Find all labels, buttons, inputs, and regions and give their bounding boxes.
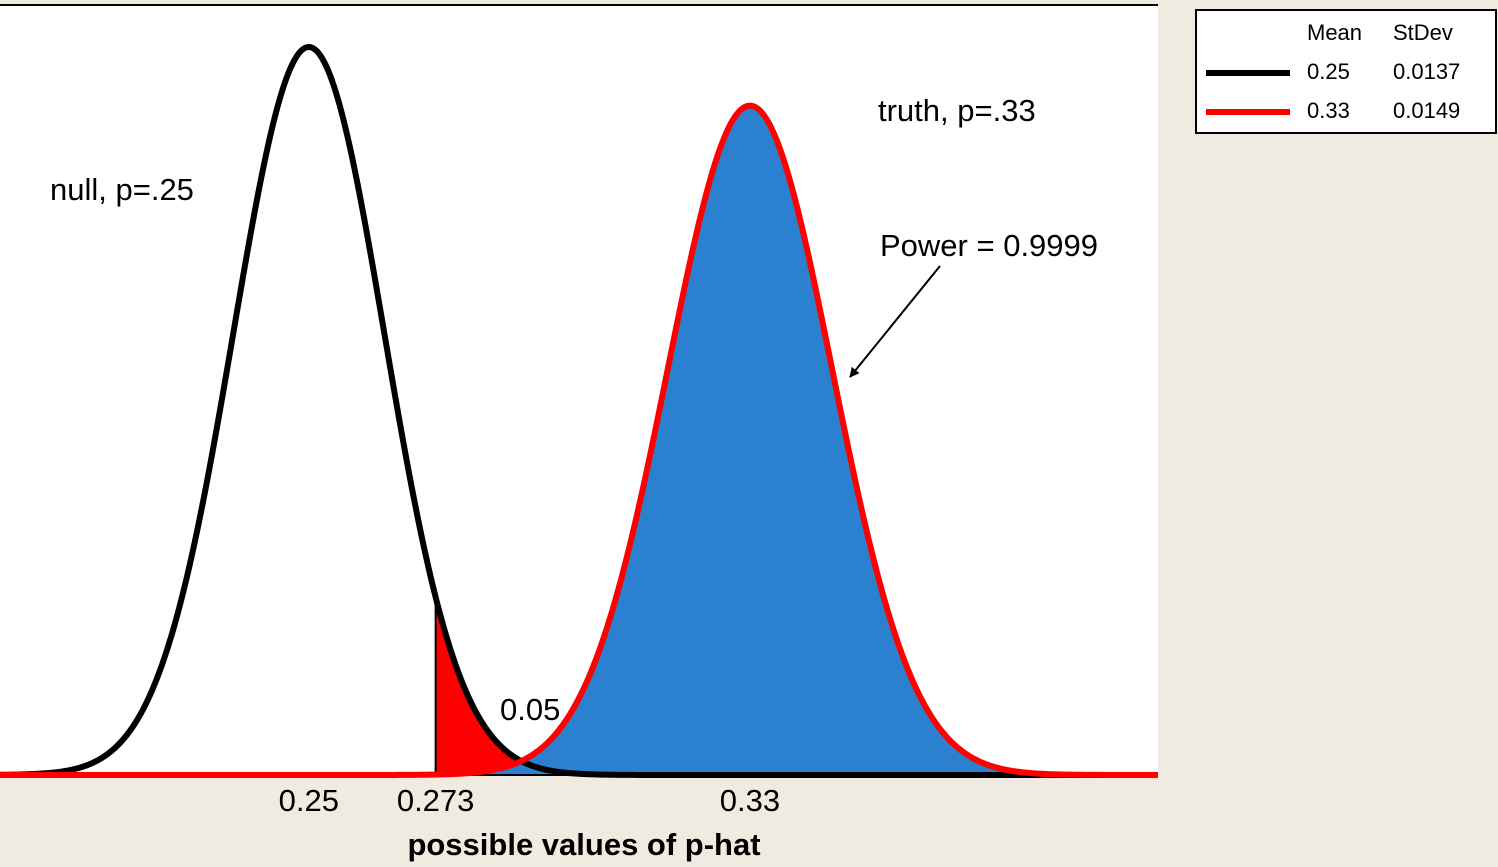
legend-value: 0.33 bbox=[1307, 98, 1350, 123]
legend bbox=[1195, 9, 1497, 134]
legend-value: 0.0137 bbox=[1393, 59, 1460, 84]
x-tick-label: 0.273 bbox=[397, 783, 475, 818]
legend-header: Mean bbox=[1307, 20, 1362, 45]
x-tick-label: 0.33 bbox=[720, 783, 780, 818]
plot-area bbox=[0, 5, 1158, 775]
plot-marks bbox=[0, 44, 1158, 778]
x-tick-label: 0.25 bbox=[279, 783, 339, 818]
x-axis-label: possible values of p-hat bbox=[407, 827, 760, 862]
density-curve bbox=[0, 44, 1158, 778]
annotation: truth, p=.33 bbox=[878, 93, 1036, 128]
shaded-area bbox=[435, 597, 1158, 775]
annotation: 0.05 bbox=[500, 692, 560, 727]
legend-header: StDev bbox=[1393, 20, 1453, 45]
legend-value: 0.25 bbox=[1307, 59, 1350, 84]
annotation: null, p=.25 bbox=[50, 172, 194, 207]
legend-value: 0.0149 bbox=[1393, 98, 1460, 123]
annotation-arrow bbox=[849, 265, 941, 378]
annotation: Power = 0.9999 bbox=[880, 228, 1098, 263]
density-curve bbox=[0, 102, 1158, 778]
